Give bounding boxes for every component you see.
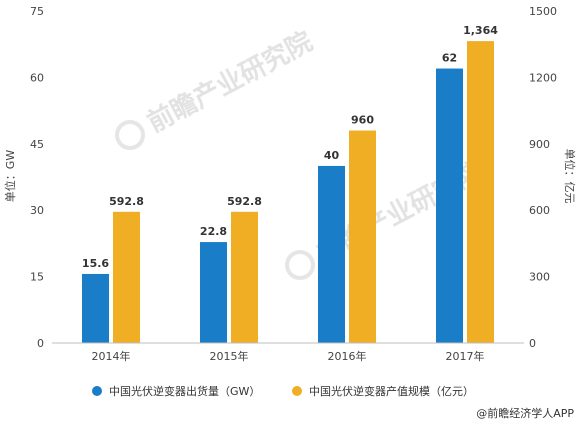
x-tick-label: 2017年 (446, 349, 485, 363)
watermark-logo-icon (285, 250, 315, 280)
data-label-output-value: 960 (351, 114, 374, 127)
data-label-output-value: 592.8 (227, 195, 262, 208)
watermark: 前瞻产业研究院 前瞻产业研究院 (115, 26, 488, 280)
data-label-shipments: 62 (442, 52, 457, 65)
y-right-tick-label: 600 (529, 204, 550, 217)
x-tick-label: 2016年 (328, 349, 367, 363)
data-label-shipments: 15.6 (82, 257, 109, 270)
legend-label-output-value: 中国光伏逆变器产值规模（亿元） (309, 384, 474, 398)
bar-output-value (113, 211, 140, 343)
legend-label-shipments: 中国光伏逆变器出货量（GW） (109, 384, 260, 398)
y-right-tick-labels: 0 300 600 900 1200 1500 (529, 5, 557, 350)
legend: 中国光伏逆变器出货量（GW） 中国光伏逆变器产值规模（亿元） (92, 384, 474, 398)
y-left-axis-title: 单位：GW (3, 150, 17, 203)
y-left-tick-label: 30 (30, 204, 44, 217)
bars-layer (82, 41, 494, 344)
bar-shipments (200, 242, 227, 343)
legend-swatch-output-value (292, 386, 302, 396)
x-tick-labels: 2014年 2015年 2016年 2017年 (92, 349, 485, 363)
data-label-output-value: 592.8 (109, 195, 144, 208)
data-label-output-value: 1,364 (463, 24, 498, 37)
data-label-shipments: 40 (324, 149, 340, 162)
watermark-logo-icon (115, 120, 145, 150)
y-left-tick-label: 0 (37, 337, 44, 350)
watermark-text-1: 前瞻产业研究院 (142, 26, 317, 139)
legend-swatch-shipments (92, 386, 102, 396)
y-right-tick-label: 0 (529, 337, 536, 350)
y-left-tick-label: 45 (30, 138, 44, 151)
y-right-tick-label: 900 (529, 138, 550, 151)
data-label-shipments: 22.8 (200, 225, 227, 238)
data-labels-layer: 15.6 592.8 22.8 592.8 40 960 62 1,364 (82, 24, 498, 270)
bar-output-value (349, 130, 376, 343)
footer-source: @前瞻经济学人APP (476, 406, 574, 420)
y-right-tick-label: 300 (529, 271, 550, 284)
bar-shipments (318, 165, 345, 343)
bar-output-value (467, 41, 494, 344)
bar-output-value (231, 211, 258, 343)
x-tick-label: 2015年 (210, 349, 249, 363)
y-left-tick-label: 60 (30, 71, 44, 84)
x-tick-label: 2014年 (92, 349, 131, 363)
bar-shipments (436, 68, 463, 344)
y-right-tick-label: 1500 (529, 5, 557, 18)
y-left-tick-labels: 0 15 30 45 60 75 (30, 5, 44, 350)
y-left-tick-label: 75 (30, 5, 44, 18)
y-left-tick-label: 15 (30, 271, 44, 284)
y-right-axis-title: 单位：亿元 (563, 149, 577, 204)
y-right-tick-label: 1200 (529, 71, 557, 84)
bar-shipments (82, 273, 109, 343)
